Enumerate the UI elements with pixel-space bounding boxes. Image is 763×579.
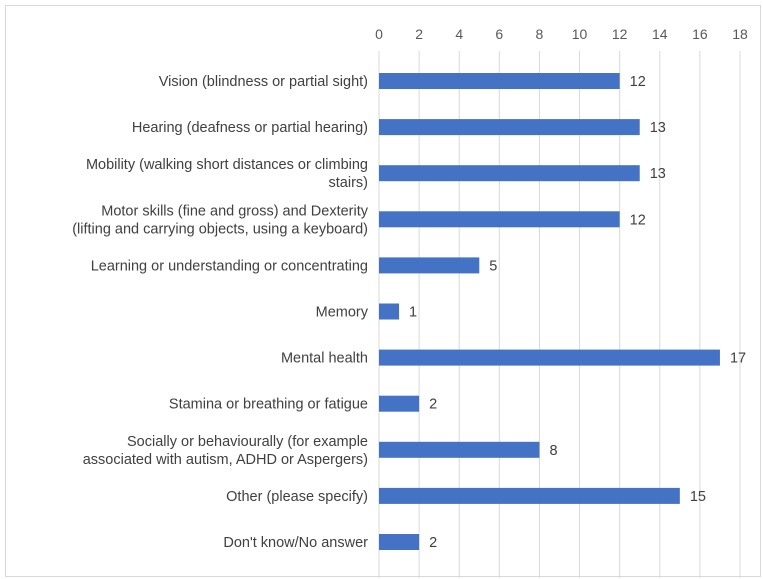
bar [379, 257, 480, 274]
x-tick-label: 16 [692, 26, 708, 42]
data-label: 13 [650, 166, 666, 182]
x-axis-ticks: 0 2 4 6 8 10 12 14 16 18 [375, 26, 748, 42]
bar [379, 73, 620, 89]
category-labels: Vision (blindness or partial sight) Heari… [72, 74, 369, 551]
gridlines [378, 51, 741, 578]
x-tick-label: 4 [455, 26, 463, 42]
category-label: (lifting and carrying objects, using a k… [72, 221, 368, 237]
category-label: Mobility (walking short distances or cli… [86, 157, 368, 173]
data-label: 12 [630, 74, 646, 90]
x-tick-label: 6 [495, 26, 503, 42]
x-tick-label: 14 [652, 26, 668, 42]
x-tick-label: 2 [415, 26, 423, 42]
category-label: stairs) [329, 175, 368, 191]
x-tick-label: 8 [536, 26, 544, 42]
data-label: 5 [489, 258, 497, 274]
data-label: 2 [429, 535, 437, 551]
bar [379, 441, 540, 458]
data-label: 8 [549, 443, 557, 459]
data-label: 15 [690, 489, 706, 505]
x-tick-label: 10 [572, 26, 588, 42]
x-tick-label: 18 [732, 26, 748, 42]
category-label: Don't know/No answer [223, 535, 368, 551]
category-label: Socially or behaviourally (for example [127, 434, 368, 450]
data-label: 17 [730, 351, 746, 367]
bar [379, 119, 640, 136]
bar [379, 487, 680, 504]
bar [379, 349, 720, 366]
category-label: Motor skills (fine and gross) and Dexter… [101, 203, 368, 219]
category-label: Other (please specify) [226, 489, 368, 505]
bar-chart: 0 2 4 6 8 10 12 14 16 18 Vision (blindness or par… [72, 26, 748, 578]
category-label: Hearing (deafness or partial hearing) [132, 120, 368, 136]
category-label: Vision (blindness or partial sight) [159, 74, 368, 90]
bar [379, 165, 640, 182]
category-label: Mental health [281, 351, 368, 367]
category-label: associated with autism, ADHD or Asperger… [83, 452, 368, 468]
bars [379, 73, 720, 550]
chart-frame: 0 2 4 6 8 10 12 14 16 18 Vision (blindness or par… [5, 5, 761, 578]
category-label: Stamina or breathing or fatigue [169, 397, 368, 413]
data-label: 2 [429, 397, 437, 413]
x-tick-label: 12 [612, 26, 628, 42]
x-tick-label: 0 [375, 26, 383, 42]
bar [379, 534, 420, 550]
bar [379, 211, 620, 228]
data-label: 12 [630, 212, 646, 228]
data-label: 13 [650, 120, 666, 136]
category-label: Memory [316, 305, 369, 321]
category-label: Learning or understanding or concentrati… [91, 258, 368, 274]
data-label: 1 [409, 305, 417, 321]
bar [379, 303, 400, 320]
bar [379, 395, 420, 412]
